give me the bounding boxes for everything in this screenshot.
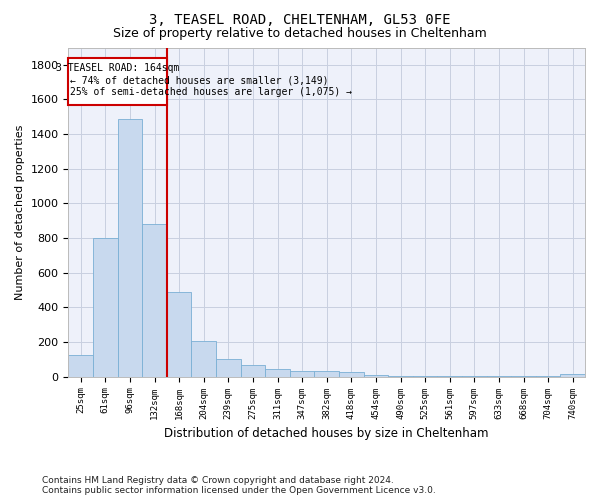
Bar [191,341,216,376]
Bar [241,366,265,376]
Bar [364,375,388,376]
Bar [93,238,118,376]
Bar [560,374,585,376]
Text: Contains HM Land Registry data © Crown copyright and database right 2024.
Contai: Contains HM Land Registry data © Crown c… [42,476,436,495]
Bar [339,372,364,376]
Bar [118,118,142,376]
Text: 25% of semi-detached houses are larger (1,075) →: 25% of semi-detached houses are larger (… [70,88,352,98]
Text: 3, TEASEL ROAD, CHELTENHAM, GL53 0FE: 3, TEASEL ROAD, CHELTENHAM, GL53 0FE [149,12,451,26]
X-axis label: Distribution of detached houses by size in Cheltenham: Distribution of detached houses by size … [164,427,489,440]
Bar [68,355,93,376]
FancyBboxPatch shape [68,58,167,104]
Y-axis label: Number of detached properties: Number of detached properties [15,124,25,300]
Bar [265,369,290,376]
Bar [314,372,339,376]
Text: ← 74% of detached houses are smaller (3,149): ← 74% of detached houses are smaller (3,… [70,76,329,86]
Bar [290,370,314,376]
Bar [167,292,191,376]
Text: 3 TEASEL ROAD: 164sqm: 3 TEASEL ROAD: 164sqm [56,63,179,73]
Bar [142,224,167,376]
Bar [216,358,241,376]
Text: Size of property relative to detached houses in Cheltenham: Size of property relative to detached ho… [113,28,487,40]
